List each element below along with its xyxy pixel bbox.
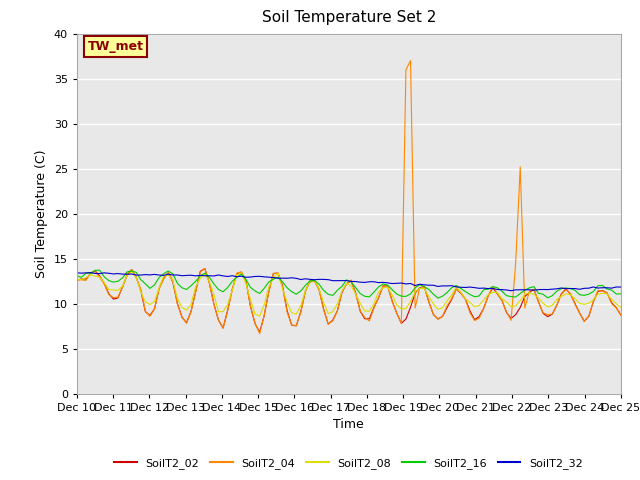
Title: Soil Temperature Set 2: Soil Temperature Set 2 [262, 11, 436, 25]
X-axis label: Time: Time [333, 418, 364, 431]
Legend: SoilT2_02, SoilT2_04, SoilT2_08, SoilT2_16, SoilT2_32: SoilT2_02, SoilT2_04, SoilT2_08, SoilT2_… [110, 453, 588, 473]
Text: TW_met: TW_met [88, 40, 144, 53]
Y-axis label: Soil Temperature (C): Soil Temperature (C) [35, 149, 48, 278]
